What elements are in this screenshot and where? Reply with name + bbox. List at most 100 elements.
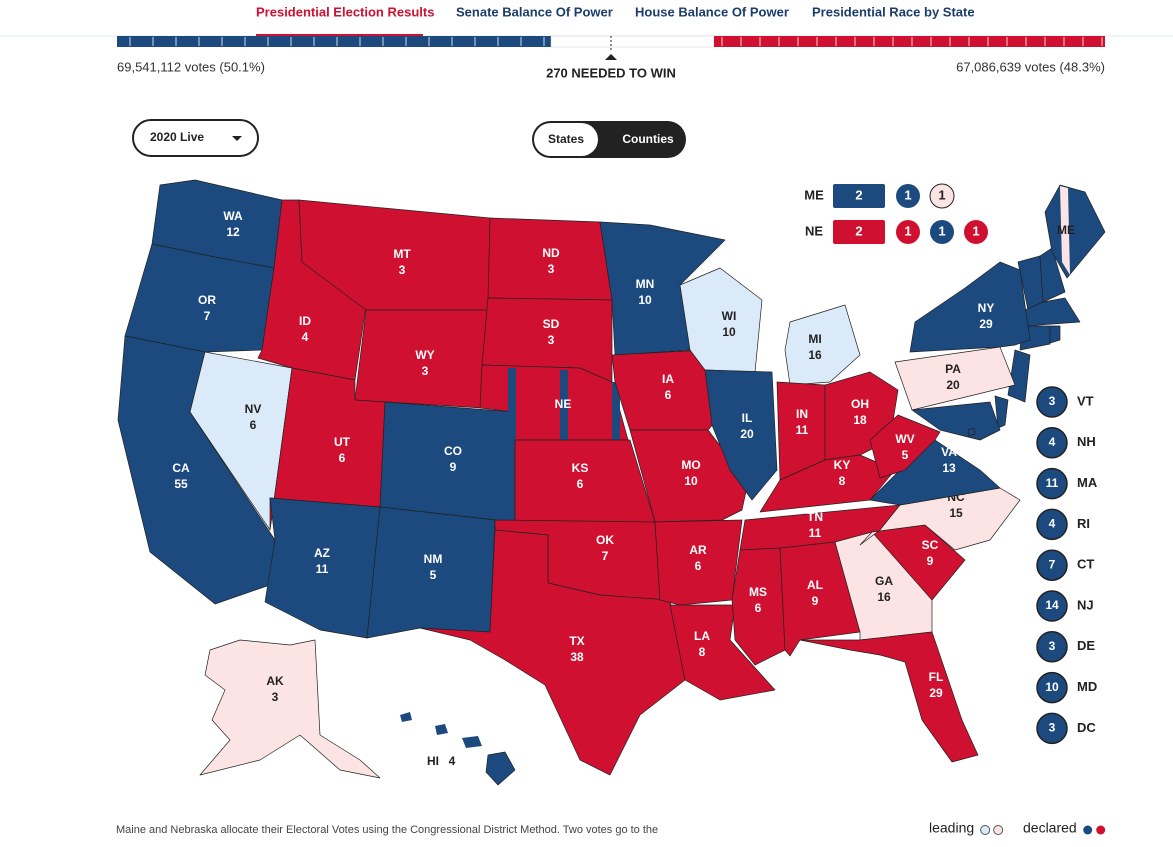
small-state-abbr: CT	[1077, 557, 1094, 572]
state-abbr: WY	[415, 348, 434, 362]
state-ev: 9	[812, 594, 819, 608]
district-circle	[930, 220, 954, 244]
small-state-circle	[1036, 712, 1068, 745]
toggle-active[interactable]	[534, 123, 598, 156]
state	[859, 487, 1021, 551]
state-abbr: TX	[569, 634, 584, 648]
state	[704, 369, 778, 501]
win-label: 270 NEEDED TO WIN	[546, 65, 676, 80]
state-abbr: OH	[851, 397, 869, 411]
bar-remaining	[550, 35, 715, 48]
small-state-abbr: DC	[1077, 720, 1096, 735]
state-ev: 3	[422, 364, 429, 378]
toggle-states[interactable]: States	[548, 132, 584, 146]
state-abbr: WV	[895, 432, 914, 446]
state-abbr: NY	[978, 301, 995, 315]
state-abbr: MS	[749, 585, 767, 599]
state-ev: 13	[942, 461, 956, 475]
small-state-abbr: MD	[1077, 679, 1097, 694]
state-abbr: WI	[722, 309, 737, 323]
legend-swatch	[993, 825, 1004, 835]
dropdown[interactable]	[132, 119, 259, 157]
district-stripe	[508, 368, 516, 440]
small-state-abbr: VT	[1077, 393, 1094, 408]
state	[909, 261, 1031, 353]
small-state-ev: 14	[1045, 598, 1059, 612]
state	[485, 751, 516, 786]
state	[894, 346, 1016, 411]
state-abbr: TN	[807, 510, 823, 524]
small-state-ev: 7	[1049, 557, 1056, 571]
state-ev: 11	[809, 526, 822, 540]
state-ev: 10	[722, 325, 736, 339]
legend-swatch	[980, 825, 991, 835]
state-ev: 7	[204, 309, 211, 323]
small-state-abbr: MA	[1077, 475, 1098, 490]
dem-votes: 69,541,112 votes (50.1%)	[117, 59, 265, 74]
state-ev: 5	[902, 448, 909, 462]
footer-note: Maine and Nebraska allocate their Electo…	[116, 824, 658, 836]
state-ev: 16	[808, 348, 822, 362]
district-votes: 1	[972, 223, 979, 238]
nav-tab[interactable]: House Balance Of Power	[635, 4, 789, 19]
small-state-ev: 4	[1049, 435, 1056, 449]
state-abbr: LA	[694, 629, 710, 643]
district-circle	[896, 220, 920, 244]
state-abbr: IN	[796, 407, 808, 421]
small-state-ev: 3	[1049, 721, 1056, 735]
state-ev: 3	[399, 263, 406, 277]
small-state-circle	[1036, 631, 1068, 663]
small-state-circle	[1036, 671, 1068, 704]
state-abbr: IA	[662, 372, 674, 386]
district-votes: 2	[855, 223, 862, 238]
district-votes: 2	[855, 187, 862, 202]
nav-tab[interactable]: Presidential Race by State	[812, 4, 975, 19]
state-ev: 16	[877, 590, 891, 604]
district-circle	[896, 184, 920, 208]
state-ev: 6	[339, 451, 346, 465]
state-ev: 3	[548, 262, 555, 276]
state-abbr: MO	[681, 458, 700, 472]
state-abbr: MI	[808, 332, 821, 346]
state-ev: 20	[946, 378, 960, 392]
state	[514, 439, 656, 523]
state-ev: 38	[570, 650, 584, 664]
small-state-ev: 3	[1049, 394, 1056, 408]
district-box	[833, 220, 885, 244]
state-abbr: KY	[834, 458, 851, 472]
district-votes: 1	[938, 223, 945, 238]
small-state-ev: 4	[1049, 517, 1056, 531]
state-abbr: KS	[572, 461, 589, 475]
state-abbr: ND	[542, 246, 560, 260]
small-state-circle	[1036, 386, 1068, 418]
state	[1044, 184, 1106, 279]
state-ev: 6	[665, 388, 672, 402]
small-state-ev: 10	[1045, 680, 1059, 694]
legend-swatch	[1083, 825, 1093, 835]
state-abbr: GA	[875, 574, 893, 588]
state-ev: 6	[695, 559, 702, 573]
split-state-abbr: ME	[804, 187, 824, 202]
small-state-ev: 11	[1046, 476, 1059, 490]
state	[1049, 325, 1061, 344]
state-ev: 8	[699, 645, 706, 659]
district-votes: 1	[904, 223, 911, 238]
toggle-counties[interactable]: Counties	[622, 132, 674, 146]
state-ev: 9	[450, 460, 457, 474]
state-ev: 4	[302, 330, 309, 344]
dropdown-label[interactable]: 2020 Live	[150, 130, 204, 144]
small-state-circle	[1036, 508, 1068, 541]
state-ev: 3	[272, 690, 279, 704]
state-abbr: FL	[929, 670, 944, 684]
state-ev: 29	[979, 317, 993, 331]
small-state-abbr: NH	[1077, 434, 1096, 449]
nav-tab[interactable]: Presidential Election Results	[256, 4, 434, 19]
district-votes: 1	[938, 187, 945, 202]
state-ev: 6	[250, 418, 257, 432]
nav-tab[interactable]: Senate Balance Of Power	[456, 4, 613, 19]
state-abbr: UT	[334, 435, 351, 449]
state-abbr: IL	[742, 411, 753, 425]
district-box	[833, 184, 885, 208]
small-state-ev: 3	[1049, 639, 1056, 653]
